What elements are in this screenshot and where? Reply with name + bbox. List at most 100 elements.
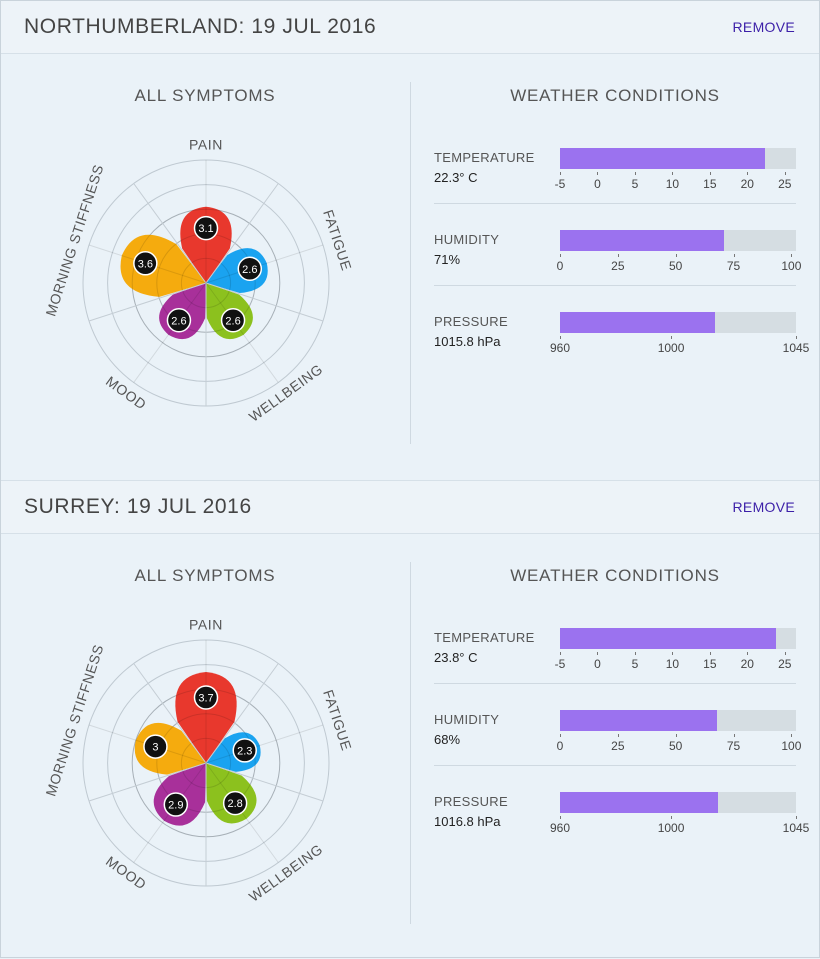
weather-bar-track [560, 792, 796, 813]
axis-tick-label: 1000 [657, 821, 685, 835]
value-badge: 2.8 [222, 790, 248, 816]
petal-morning-stiffness[interactable] [120, 234, 206, 297]
axis-tick [672, 172, 674, 175]
axis-line [205, 724, 324, 764]
weather-bar-fill [560, 710, 718, 731]
category-label-wellbeing: WELLBEING [246, 841, 326, 905]
value-badge: 2.3 [232, 738, 257, 763]
symptoms-title: ALL SYMPTOMS [134, 566, 276, 585]
axis-tick [747, 652, 749, 655]
value-label: 2.6 [171, 315, 186, 327]
row-separator [434, 285, 796, 286]
weather-bar-track [560, 710, 796, 731]
axis-tick [747, 172, 749, 175]
axis-tick [675, 734, 677, 737]
axis-tick-label: 0 [556, 739, 564, 753]
axis-line [205, 244, 324, 284]
axis-line [133, 282, 207, 383]
axis-tick-label: 15 [703, 177, 717, 191]
axis-tick [597, 652, 599, 655]
axis-tick [671, 816, 673, 819]
axis-tick-label: 25 [778, 657, 792, 671]
remove-button[interactable]: REMOVE [732, 19, 795, 35]
axis-tick-label: 15 [703, 657, 717, 671]
value-badge-circle [232, 738, 257, 763]
remove-button[interactable]: REMOVE [732, 499, 795, 515]
card-body: ALL SYMPTOMS 3.1 2.6 2.6 2.6 3.6 PAIN FATIGUE W… [1, 54, 819, 479]
axis-tick-label: 0 [556, 259, 564, 273]
spoke [205, 762, 324, 802]
weather-row-humidity: HUMIDITY 68% 0 25 50 75 100 [434, 706, 801, 788]
category-label-wellbeing: WELLBEING [246, 361, 326, 425]
axis-tick-label: 20 [740, 177, 754, 191]
category-label-morning-stiffness: MORNING STIFFNESS [42, 162, 106, 318]
weather-row-pressure: PRESSURE 1015.8 hPa 960 1000 1045 [434, 308, 809, 390]
axis-tick-label: 1045 [782, 821, 810, 835]
location-card-2: SURREY: 19 JUL 2016 REMOVE ALL SYMPTOMS … [1, 480, 819, 959]
axis-tick-label: -5 [554, 657, 566, 671]
location-card-1: NORTHUMBERLAND: 19 JUL 2016 REMOVE ALL S… [1, 1, 819, 480]
value-label: 2.8 [228, 798, 243, 810]
value-label: 2.6 [225, 315, 240, 327]
category-label-fatigue: FATIGUE [320, 688, 355, 753]
value-badge-circle [143, 734, 168, 759]
axis-tick [617, 254, 619, 257]
value-badge-circle [163, 792, 189, 817]
axis-tick-label: 5 [631, 177, 639, 191]
axis-tick-label: 960 [549, 821, 571, 835]
value-badge: 3.1 [193, 215, 219, 241]
weather-value: 1015.8 hPa [434, 334, 501, 349]
axis-tick [709, 172, 711, 175]
category-label-pain: PAIN [189, 617, 223, 633]
axis-tick-label: 0 [594, 177, 601, 191]
axis-tick [733, 254, 735, 257]
axis-tick [560, 652, 561, 655]
value-label: 3.1 [198, 223, 213, 235]
axis-tick [733, 734, 735, 737]
spoke [133, 663, 207, 764]
weather-bar-track [560, 230, 796, 251]
axis-tick [617, 734, 619, 737]
axis-tick-label: 100 [781, 259, 802, 273]
weather-label: TEMPERATURE [434, 630, 535, 645]
petal-pain[interactable] [180, 206, 232, 283]
axis-tick-label: 10 [665, 177, 680, 191]
category-label-morning-stiffness: MORNING STIFFNESS [42, 642, 106, 798]
axis-tick-label: 25 [611, 259, 625, 273]
axis-tick [791, 254, 793, 257]
axis-tick-label: 960 [549, 341, 571, 355]
value-badge-circle [220, 308, 246, 333]
card-title: SURREY: 19 JUL 2016 [24, 495, 252, 518]
row-separator [434, 203, 796, 204]
category-label-mood: MOOD [103, 373, 150, 413]
axis-tick [672, 652, 674, 655]
value-badge: 2.6 [166, 308, 192, 333]
section-divider [410, 82, 411, 444]
axis-tick [597, 172, 599, 175]
value-badge: 3.7 [193, 685, 219, 710]
value-badge: 3.6 [133, 251, 158, 276]
axis-tick [560, 254, 561, 257]
weather-title: WEATHER CONDITIONS [510, 86, 720, 105]
weather-value: 22.3° C [434, 170, 478, 185]
petal-pain[interactable] [175, 671, 237, 763]
axis-tick [560, 336, 561, 339]
weather-row-temperature: TEMPERATURE 23.8° C -5 0 5 10 15 20 25 [434, 624, 796, 706]
card-header: SURREY: 19 JUL 2016 REMOVE [1, 481, 819, 534]
axis-tick-label: 5 [631, 657, 639, 671]
axis-tick [560, 816, 561, 819]
value-badge-circle [193, 215, 219, 241]
axis-tick-label: 50 [668, 259, 683, 273]
weather-value: 1016.8 hPa [434, 814, 501, 829]
value-badge: 2.6 [237, 256, 263, 282]
axis-tick-label: 10 [665, 657, 680, 671]
value-label: 2.6 [242, 264, 257, 276]
value-label: 3.7 [198, 692, 213, 704]
spoke [88, 762, 207, 802]
weather-label: TEMPERATURE [434, 150, 535, 165]
value-label: 2.3 [237, 745, 252, 757]
axis-tick [634, 172, 636, 175]
value-badge: 2.9 [163, 792, 189, 817]
axis-tick-label: 25 [611, 739, 625, 753]
axis-tick-label: 100 [781, 739, 802, 753]
